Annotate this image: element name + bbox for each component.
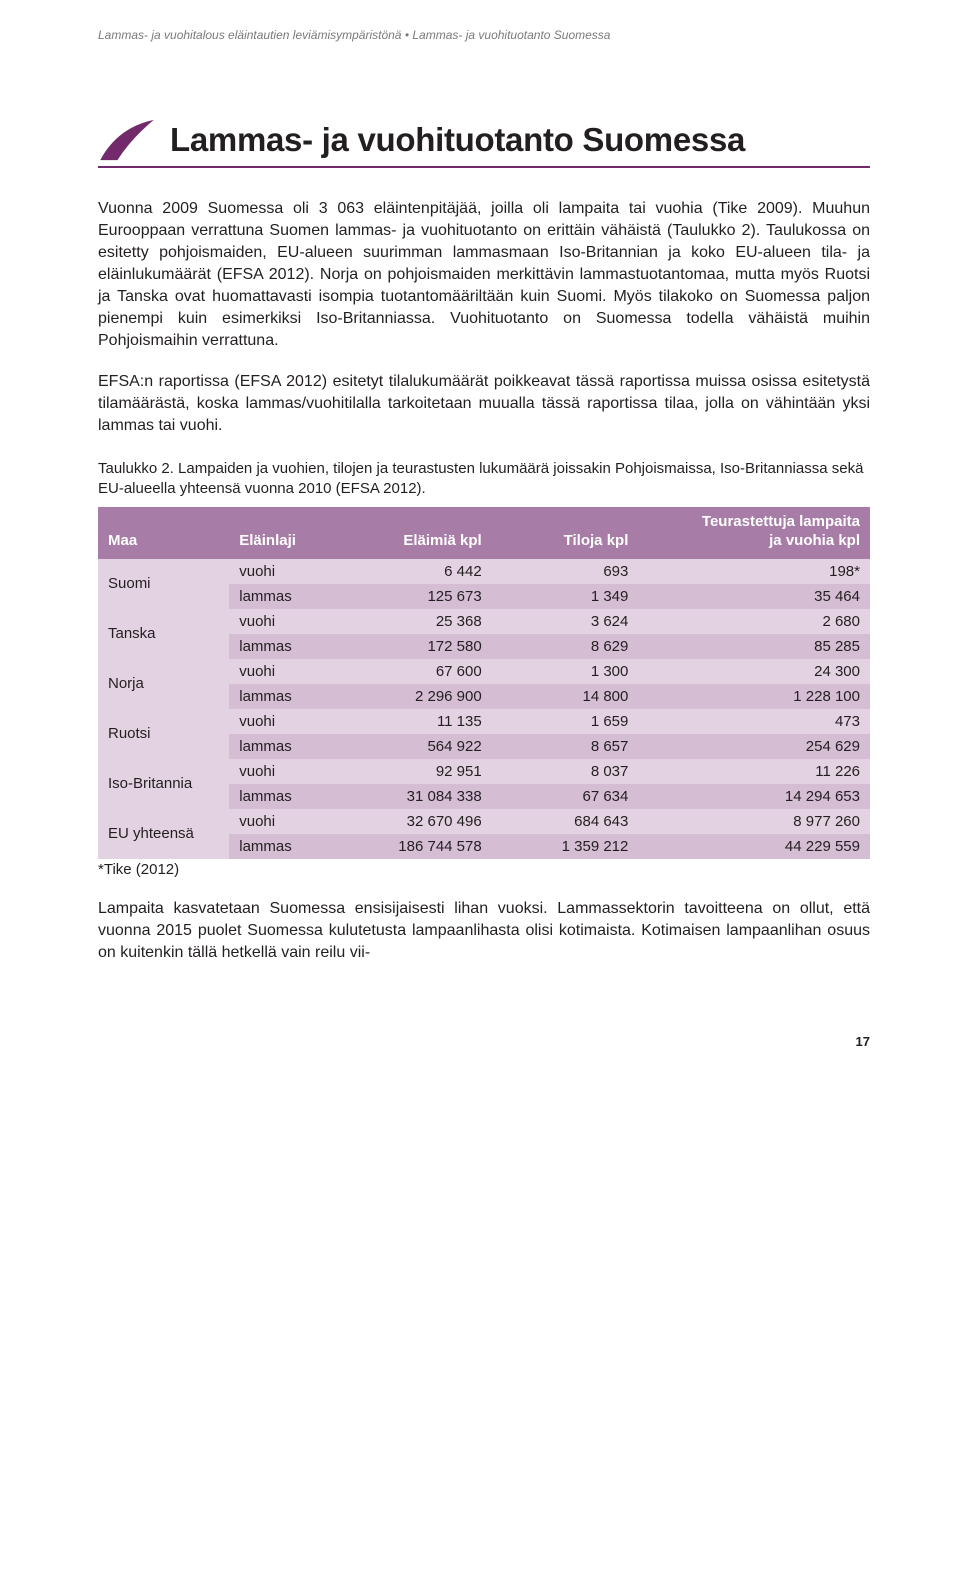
- table-row: Norjavuohi67 6001 30024 300: [98, 659, 870, 684]
- cell-farms: 693: [492, 559, 639, 584]
- paragraph-3: Lampaita kasvatetaan Suomessa ensisijais…: [98, 898, 870, 964]
- cell-farms: 67 634: [492, 784, 639, 809]
- cell-farms: 3 624: [492, 609, 639, 634]
- title-block: Lammas- ja vuohituotanto Suomessa: [98, 118, 870, 168]
- cell-country: Suomi: [98, 559, 229, 609]
- cell-slaughtered: 35 464: [638, 584, 870, 609]
- data-table: Maa Eläinlaji Eläimiä kpl Tiloja kpl Teu…: [98, 507, 870, 859]
- cell-animals: 6 442: [337, 559, 491, 584]
- paragraph-1: Vuonna 2009 Suomessa oli 3 063 eläintenp…: [98, 198, 870, 353]
- table-row: Ruotsivuohi11 1351 659473: [98, 709, 870, 734]
- th-teur-line2: ja vuohia kpl: [769, 532, 860, 549]
- cell-farms: 1 300: [492, 659, 639, 684]
- cell-species: lammas: [229, 684, 337, 709]
- cell-animals: 67 600: [337, 659, 491, 684]
- cell-species: lammas: [229, 734, 337, 759]
- th-teur-line1: Teurastettuja lampaita: [702, 513, 860, 530]
- table-caption: Taulukko 2. Lampaiden ja vuohien, tiloje…: [98, 459, 870, 500]
- breadcrumb-part-1: Lammas- ja vuohitalous eläintautien levi…: [98, 28, 401, 42]
- cell-animals: 172 580: [337, 634, 491, 659]
- cell-animals: 125 673: [337, 584, 491, 609]
- table-footnote: *Tike (2012): [98, 861, 870, 878]
- cell-slaughtered: 254 629: [638, 734, 870, 759]
- cell-animals: 186 744 578: [337, 834, 491, 859]
- cell-slaughtered: 14 294 653: [638, 784, 870, 809]
- cell-slaughtered: 8 977 260: [638, 809, 870, 834]
- th-maa: Maa: [98, 507, 229, 559]
- cell-species: vuohi: [229, 609, 337, 634]
- cell-animals: 32 670 496: [337, 809, 491, 834]
- th-laji: Eläinlaji: [229, 507, 337, 559]
- cell-species: lammas: [229, 834, 337, 859]
- cell-animals: 564 922: [337, 734, 491, 759]
- th-teurastettuja: Teurastettuja lampaita ja vuohia kpl: [638, 507, 870, 559]
- cell-farms: 1 349: [492, 584, 639, 609]
- cell-slaughtered: 11 226: [638, 759, 870, 784]
- cell-farms: 684 643: [492, 809, 639, 834]
- page-title: Lammas- ja vuohituotanto Suomessa: [170, 121, 745, 159]
- cell-country: Tanska: [98, 609, 229, 659]
- cell-slaughtered: 473: [638, 709, 870, 734]
- title-underline: [98, 166, 870, 168]
- paragraph-2: EFSA:n raportissa (EFSA 2012) esitetyt t…: [98, 371, 870, 437]
- cell-animals: 25 368: [337, 609, 491, 634]
- cell-slaughtered: 2 680: [638, 609, 870, 634]
- cell-farms: 8 037: [492, 759, 639, 784]
- cell-farms: 8 657: [492, 734, 639, 759]
- cell-farms: 1 659: [492, 709, 639, 734]
- breadcrumb-separator: •: [405, 28, 409, 42]
- table-row: Suomivuohi6 442693198*: [98, 559, 870, 584]
- cell-animals: 2 296 900: [337, 684, 491, 709]
- cell-country: Iso-Britannia: [98, 759, 229, 809]
- breadcrumb-part-2: Lammas- ja vuohituotanto Suomessa: [412, 28, 610, 42]
- cell-country: EU yhteensä: [98, 809, 229, 859]
- cell-slaughtered: 85 285: [638, 634, 870, 659]
- cell-species: vuohi: [229, 559, 337, 584]
- cell-slaughtered: 1 228 100: [638, 684, 870, 709]
- cell-animals: 11 135: [337, 709, 491, 734]
- cell-species: vuohi: [229, 659, 337, 684]
- table-row: EU yhteensävuohi32 670 496684 6438 977 2…: [98, 809, 870, 834]
- cell-species: lammas: [229, 634, 337, 659]
- cell-species: lammas: [229, 784, 337, 809]
- cell-species: vuohi: [229, 709, 337, 734]
- cell-species: vuohi: [229, 809, 337, 834]
- cell-country: Ruotsi: [98, 709, 229, 759]
- cell-animals: 92 951: [337, 759, 491, 784]
- cell-species: vuohi: [229, 759, 337, 784]
- cell-farms: 8 629: [492, 634, 639, 659]
- swoosh-icon: [98, 118, 156, 162]
- table-row: Tanskavuohi25 3683 6242 680: [98, 609, 870, 634]
- breadcrumb: Lammas- ja vuohitalous eläintautien levi…: [98, 28, 870, 42]
- cell-country: Norja: [98, 659, 229, 709]
- th-elaimia: Eläimiä kpl: [337, 507, 491, 559]
- cell-species: lammas: [229, 584, 337, 609]
- cell-farms: 14 800: [492, 684, 639, 709]
- cell-slaughtered: 24 300: [638, 659, 870, 684]
- cell-farms: 1 359 212: [492, 834, 639, 859]
- cell-animals: 31 084 338: [337, 784, 491, 809]
- page-number: 17: [98, 1034, 870, 1049]
- th-tiloja: Tiloja kpl: [492, 507, 639, 559]
- cell-slaughtered: 44 229 559: [638, 834, 870, 859]
- cell-slaughtered: 198*: [638, 559, 870, 584]
- table-row: Iso-Britanniavuohi92 9518 03711 226: [98, 759, 870, 784]
